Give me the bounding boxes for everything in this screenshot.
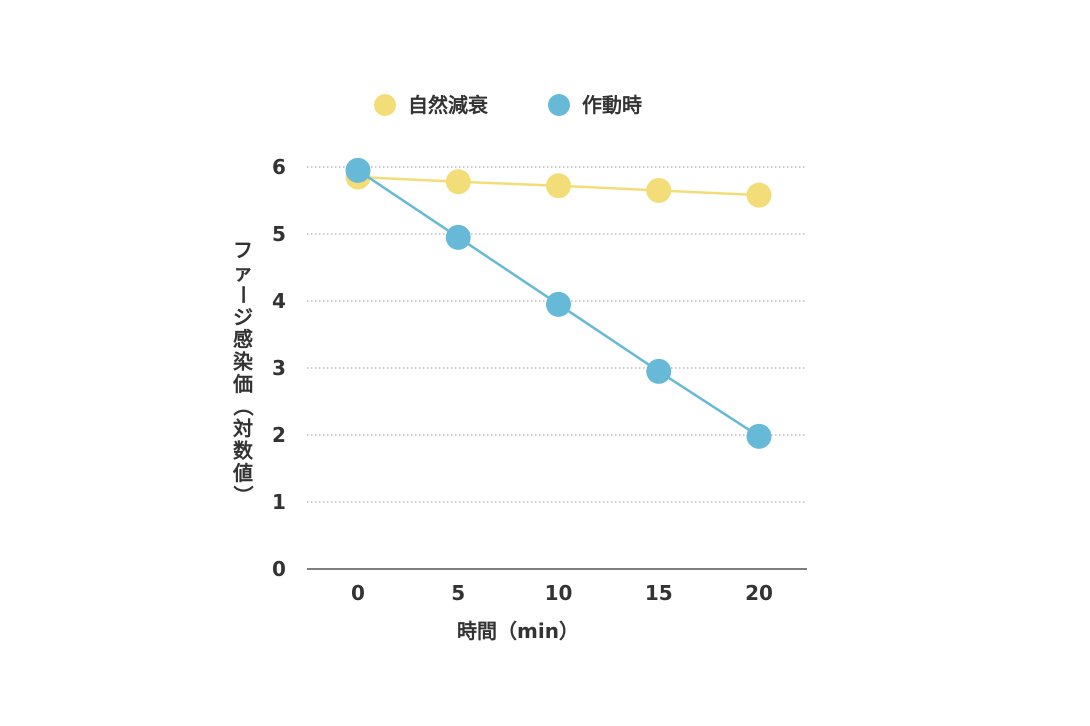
data-point [445, 169, 471, 195]
y-tick-labels: 0 1 2 3 4 5 6 [272, 155, 286, 581]
y-tick-label: 0 [272, 557, 286, 581]
y-axis-title-char: ー [231, 285, 255, 305]
x-tick-label: 5 [451, 581, 465, 605]
data-point [746, 182, 772, 208]
y-axis-title-char: 感 [233, 327, 253, 351]
legend-label: 作動時 [582, 93, 642, 117]
legend-marker [548, 94, 570, 116]
y-tick-label: 3 [272, 356, 286, 380]
data-point [546, 173, 571, 199]
y-tick-label: 5 [272, 222, 286, 246]
y-axis-title-char: 値 [232, 461, 253, 485]
y-axis-title-char: 価 [232, 372, 253, 396]
data-point [546, 291, 571, 317]
data-point [445, 224, 471, 250]
series-group [345, 164, 772, 208]
y-axis-title-char: （ [231, 396, 255, 416]
y-axis-title-char: ァ [233, 260, 253, 284]
x-tick-label: 10 [545, 581, 573, 605]
y-axis-title-char: ） [231, 485, 255, 505]
data-point [345, 157, 371, 183]
x-tick-labels: 0 5 10 15 20 [351, 581, 773, 605]
y-tick-label: 2 [272, 423, 286, 447]
legend: 自然減衰 作動時 [374, 93, 642, 117]
legend-label: 自然減衰 [408, 93, 489, 117]
y-tick-label: 4 [272, 289, 286, 313]
series [345, 157, 772, 449]
series-group [345, 157, 772, 449]
y-axis-title-char: 対 [232, 416, 253, 440]
data-point [646, 177, 672, 203]
y-tick-label: 6 [272, 155, 286, 179]
x-tick-label: 20 [745, 581, 773, 605]
x-tick-label: 0 [351, 581, 365, 605]
x-tick-label: 15 [645, 581, 673, 605]
y-axis-title-char: 染 [233, 350, 254, 374]
y-axis-title-char: 数 [233, 439, 254, 463]
data-point [646, 358, 672, 384]
x-axis-title: 時間（min） [457, 619, 579, 643]
grid-lines [307, 166, 807, 503]
legend-marker [374, 94, 396, 116]
data-point [746, 423, 772, 449]
y-axis-title-char: ジ [233, 305, 253, 329]
y-tick-label: 1 [272, 490, 286, 514]
chart-card [186, 50, 906, 676]
y-axis-title-char: フ [233, 238, 253, 262]
